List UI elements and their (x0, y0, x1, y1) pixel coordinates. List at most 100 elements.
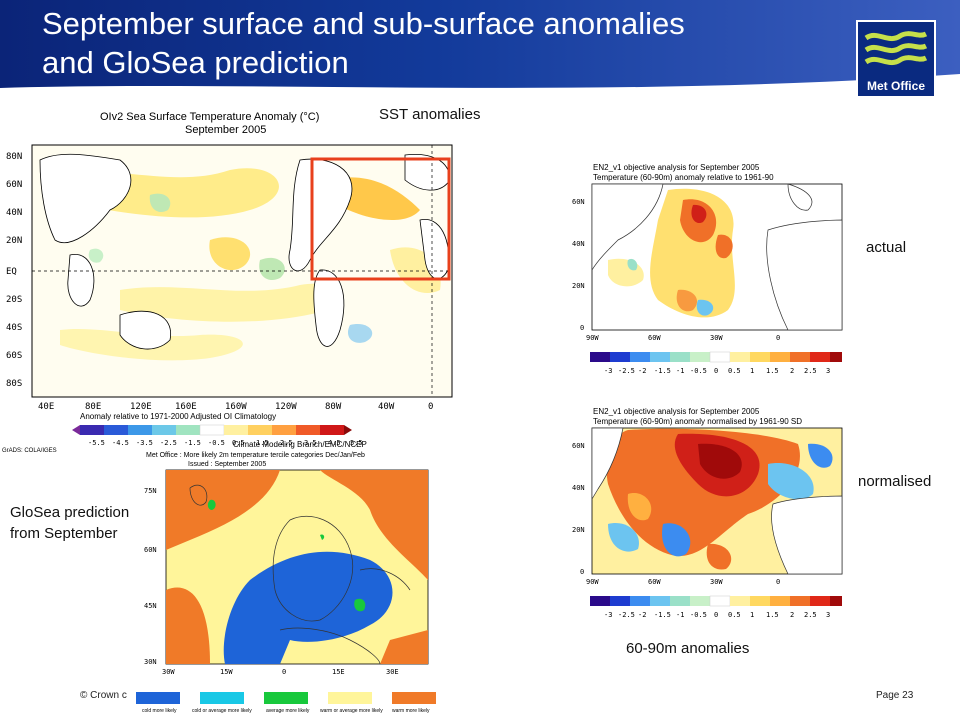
svg-text:0: 0 (428, 402, 433, 412)
svg-text:30N: 30N (144, 658, 157, 666)
glosea-title-1: Climate Modeling Branch/EMC/NCEP (233, 440, 367, 449)
svg-text:120W: 120W (275, 402, 297, 412)
svg-text:20N: 20N (572, 282, 585, 290)
svg-text:-1.5: -1.5 (654, 611, 671, 619)
svg-text:80E: 80E (85, 402, 101, 412)
glosea-legend-item: warm or average more likely (320, 692, 383, 714)
svg-text:40W: 40W (378, 402, 395, 412)
glosea-legend-item: cold more likely (136, 692, 180, 714)
glosea-legend-item: average more likely (264, 692, 310, 714)
svg-text:40S: 40S (6, 323, 22, 333)
normalised-title-1: EN2_v1 objective analysis for September … (593, 407, 760, 416)
svg-text:60N: 60N (6, 180, 22, 190)
svg-text:5.5: 5.5 (350, 439, 363, 447)
svg-text:15W: 15W (220, 668, 233, 676)
sst-title-1: OIv2 Sea Surface Temperature Anomaly (°C… (100, 111, 319, 123)
svg-text:-2.5: -2.5 (618, 611, 635, 619)
svg-text:0: 0 (776, 334, 780, 342)
actual-anomaly-blobs (608, 188, 735, 318)
sst-lon-labels: 40E 80E 120E 160E 160W 120W 80W 40W 0 (38, 402, 433, 412)
svg-text:-2: -2 (638, 611, 646, 619)
slide-header (0, 0, 960, 100)
svg-text:120E: 120E (130, 402, 152, 412)
svg-text:2: 2 (790, 367, 794, 375)
sst-lat-labels: 80N 60N 40N 20N EQ 20S 40S 60S 80S (6, 152, 22, 389)
svg-text:1.5: 1.5 (766, 367, 779, 375)
sst-anomaly-map: OIv2 Sea Surface Temperature Anomaly (°C… (0, 100, 465, 460)
svg-text:20N: 20N (6, 236, 22, 246)
svg-text:cold more likely: cold more likely (142, 708, 177, 714)
svg-text:60N: 60N (144, 546, 157, 554)
svg-text:80W: 80W (325, 402, 342, 412)
svg-text:0: 0 (714, 611, 718, 619)
glosea-prediction-map: Climate Modeling Branch/EMC/NCEP Met Off… (136, 440, 436, 714)
sst-caption: Anomaly relative to 1971-2000 Adjusted O… (80, 412, 276, 421)
normalised-anomaly-figure: EN2_v1 objective analysis for September … (568, 404, 858, 626)
title-line-2: and GloSea prediction (42, 45, 349, 80)
normalised-anomaly-blobs (606, 428, 833, 570)
north-atlantic-highlight-box (310, 157, 451, 281)
svg-text:-1: -1 (676, 611, 684, 619)
svg-text:warm or average more likely: warm or average more likely (320, 708, 383, 714)
svg-text:-0.5: -0.5 (208, 439, 225, 447)
svg-text:-0.5: -0.5 (690, 611, 707, 619)
glosea-lat-labels: 75N 60N 45N 30N (144, 487, 157, 666)
svg-text:3.5: 3.5 (304, 439, 317, 447)
normalised-colorbar-ticks: -3 -2.5 -2 -1.5 -1 -0.5 0 0.5 1 1.5 2 2.… (604, 611, 830, 619)
svg-text:-1: -1 (676, 367, 684, 375)
glosea-prediction-figure: Climate Modeling Branch/EMC/NCEP Met Off… (130, 440, 440, 720)
sst-colorbar-ticks: -5.5 -4.5 -3.5 -2.5 -1.5 -0.5 0.5 1.5 2.… (88, 439, 363, 447)
svg-text:80S: 80S (6, 379, 22, 389)
label-normalised: normalised (858, 473, 932, 490)
footer-copyright: © Crown c (80, 690, 127, 701)
normalised-lon-labels: 90W 60W 30W 0 (586, 578, 780, 586)
svg-text:20S: 20S (6, 295, 22, 305)
svg-text:1: 1 (750, 367, 754, 375)
met-office-logo: Met Office (856, 20, 936, 98)
svg-text:60N: 60N (572, 198, 585, 206)
actual-colorbar (590, 351, 842, 363)
svg-text:2.5: 2.5 (804, 367, 817, 375)
label-subsurface-anomalies: 60-90m anomalies (626, 640, 750, 657)
actual-title-1: EN2_v1 objective analysis for September … (593, 163, 760, 172)
svg-text:cold or average more likely: cold or average more likely (192, 708, 252, 714)
svg-text:0: 0 (580, 324, 584, 332)
glosea-title-2: Met Office : More likely 2m temperature … (146, 452, 365, 459)
svg-text:average more likely: average more likely (266, 708, 310, 714)
sst-anomaly-blobs (60, 168, 441, 361)
svg-text:20N: 20N (572, 526, 585, 534)
svg-text:30W: 30W (710, 334, 723, 342)
svg-text:-3: -3 (604, 367, 612, 375)
svg-text:60W: 60W (648, 334, 661, 342)
svg-text:warm more likely: warm more likely (392, 708, 430, 714)
sst-colorbar (72, 424, 352, 436)
sst-anomaly-figure: OIv2 Sea Surface Temperature Anomaly (°C… (0, 100, 465, 460)
label-sst-anomalies: SST anomalies (379, 106, 481, 123)
svg-text:30W: 30W (710, 578, 723, 586)
svg-text:-1.5: -1.5 (654, 367, 671, 375)
svg-text:EQ: EQ (6, 267, 17, 277)
svg-text:-4.5: -4.5 (112, 439, 129, 447)
logo-text: Met Office (866, 79, 925, 93)
svg-text:30E: 30E (386, 668, 399, 676)
svg-text:40N: 40N (572, 484, 585, 492)
sst-continents (39, 153, 451, 350)
sst-credit: GrADS: COLA/IGES (2, 448, 57, 454)
svg-text:0: 0 (776, 578, 780, 586)
actual-colorbar-ticks: -3 -2.5 -2 -1.5 -1 -0.5 0 0.5 1 1.5 2 2.… (604, 367, 830, 375)
svg-text:40E: 40E (38, 402, 54, 412)
svg-text:3: 3 (826, 611, 830, 619)
svg-text:2.5: 2.5 (804, 611, 817, 619)
svg-text:60W: 60W (648, 578, 661, 586)
svg-text:-0.5: -0.5 (690, 367, 707, 375)
glosea-legend: cold more likely cold or average more li… (136, 692, 436, 714)
svg-text:40N: 40N (572, 240, 585, 248)
svg-text:90W: 90W (586, 578, 599, 586)
svg-text:1: 1 (750, 611, 754, 619)
svg-text:60N: 60N (572, 442, 585, 450)
glosea-continents (189, 484, 411, 665)
sst-title-2: September 2005 (185, 124, 266, 136)
actual-title-2: Temperature (60-90m) anomaly relative to… (593, 173, 774, 182)
svg-text:30W: 30W (162, 668, 175, 676)
actual-continents (591, 183, 843, 331)
